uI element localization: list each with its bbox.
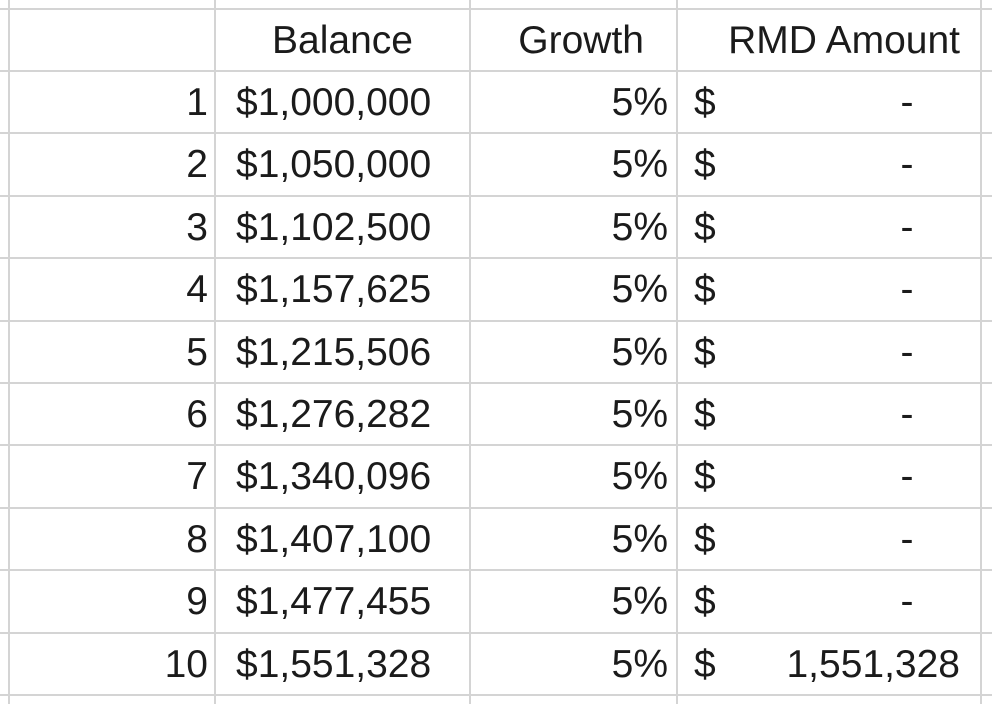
header-balance[interactable]: Balance xyxy=(272,19,413,62)
balance-cell[interactable]: $1,215,506 xyxy=(236,331,432,374)
rmd-amount-cell[interactable]: - xyxy=(900,331,914,374)
header-growth[interactable]: Growth xyxy=(518,19,644,62)
row-number-cell[interactable]: 3 xyxy=(186,206,208,249)
growth-cell[interactable]: 5% xyxy=(611,580,668,623)
row-number-cell[interactable]: 9 xyxy=(186,580,208,623)
gridline-vertical xyxy=(8,0,10,704)
growth-cell[interactable]: 5% xyxy=(611,518,668,561)
row-number-cell[interactable]: 6 xyxy=(186,393,208,436)
growth-cell[interactable]: 5% xyxy=(611,455,668,498)
growth-cell[interactable]: 5% xyxy=(611,393,668,436)
gridline-horizontal xyxy=(0,632,992,634)
gridline-vertical xyxy=(980,0,982,704)
balance-cell[interactable]: $1,551,328 xyxy=(236,643,432,686)
header-rmd-amount[interactable]: RMD Amount xyxy=(728,19,960,62)
rmd-currency-symbol[interactable]: $ xyxy=(694,206,716,249)
rmd-amount-cell[interactable]: - xyxy=(900,81,914,124)
gridline-horizontal xyxy=(0,195,992,197)
rmd-amount-cell[interactable]: - xyxy=(900,455,914,498)
gridline-horizontal xyxy=(0,132,992,134)
row-number-cell[interactable]: 8 xyxy=(186,518,208,561)
gridline-horizontal xyxy=(0,569,992,571)
rmd-amount-cell[interactable]: - xyxy=(900,206,914,249)
balance-cell[interactable]: $1,157,625 xyxy=(236,268,432,311)
rmd-currency-symbol[interactable]: $ xyxy=(694,643,716,686)
growth-cell[interactable]: 5% xyxy=(611,268,668,311)
balance-cell[interactable]: $1,000,000 xyxy=(236,81,432,124)
row-number-cell[interactable]: 7 xyxy=(186,455,208,498)
rmd-amount-cell[interactable]: - xyxy=(900,143,914,186)
rmd-currency-symbol[interactable]: $ xyxy=(694,518,716,561)
row-number-cell[interactable]: 10 xyxy=(164,643,208,686)
balance-cell[interactable]: $1,102,500 xyxy=(236,206,432,249)
row-number-cell[interactable]: 2 xyxy=(186,143,208,186)
gridline-horizontal xyxy=(0,507,992,509)
gridline-horizontal xyxy=(0,257,992,259)
gridline-horizontal xyxy=(0,382,992,384)
gridline-horizontal xyxy=(0,694,992,696)
row-number-cell[interactable]: 5 xyxy=(186,331,208,374)
rmd-currency-symbol[interactable]: $ xyxy=(694,143,716,186)
rmd-amount-cell[interactable]: 1,551,328 xyxy=(786,643,960,686)
row-number-cell[interactable]: 4 xyxy=(186,268,208,311)
balance-cell[interactable]: $1,050,000 xyxy=(236,143,432,186)
gridline-horizontal xyxy=(0,70,992,72)
rmd-currency-symbol[interactable]: $ xyxy=(694,393,716,436)
rmd-amount-cell[interactable]: - xyxy=(900,268,914,311)
rmd-currency-symbol[interactable]: $ xyxy=(694,580,716,623)
row-number-cell[interactable]: 1 xyxy=(186,81,208,124)
gridline-horizontal xyxy=(0,320,992,322)
balance-cell[interactable]: $1,407,100 xyxy=(236,518,432,561)
rmd-amount-cell[interactable]: - xyxy=(900,393,914,436)
balance-cell[interactable]: $1,276,282 xyxy=(236,393,432,436)
rmd-currency-symbol[interactable]: $ xyxy=(694,331,716,374)
gridline-vertical xyxy=(214,0,216,704)
balance-cell[interactable]: $1,340,096 xyxy=(236,455,432,498)
balance-cell[interactable]: $1,477,455 xyxy=(236,580,432,623)
rmd-currency-symbol[interactable]: $ xyxy=(694,268,716,311)
growth-cell[interactable]: 5% xyxy=(611,643,668,686)
rmd-amount-cell[interactable]: - xyxy=(900,580,914,623)
rmd-currency-symbol[interactable]: $ xyxy=(694,81,716,124)
rmd-currency-symbol[interactable]: $ xyxy=(694,455,716,498)
gridline-horizontal xyxy=(0,8,992,10)
gridline-horizontal xyxy=(0,444,992,446)
gridline-vertical xyxy=(469,0,471,704)
rmd-amount-cell[interactable]: - xyxy=(900,518,914,561)
growth-cell[interactable]: 5% xyxy=(611,81,668,124)
gridline-vertical xyxy=(676,0,678,704)
growth-cell[interactable]: 5% xyxy=(611,143,668,186)
growth-cell[interactable]: 5% xyxy=(611,206,668,249)
growth-cell[interactable]: 5% xyxy=(611,331,668,374)
